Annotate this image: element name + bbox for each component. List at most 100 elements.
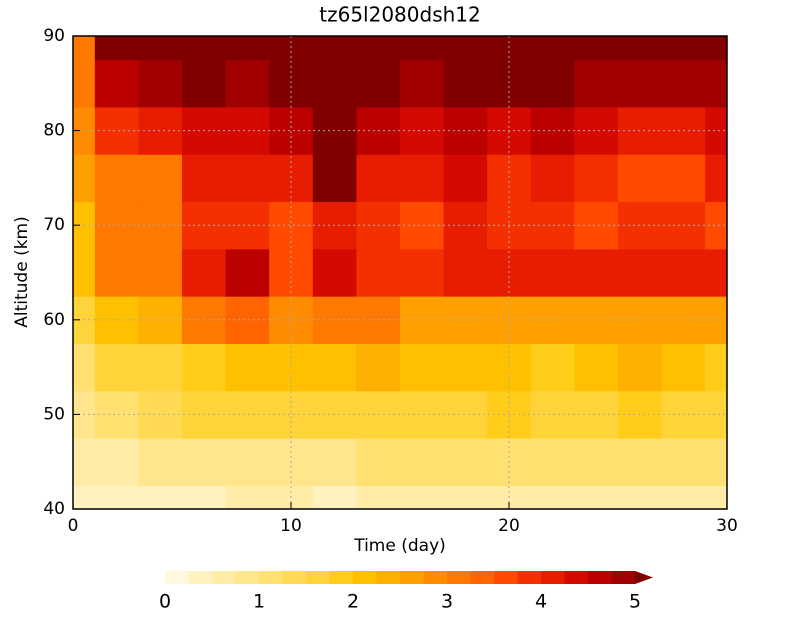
colorbar-extension — [635, 571, 653, 584]
heatmap-cell — [574, 296, 619, 344]
heatmap-cell — [225, 36, 270, 61]
heatmap-cell — [661, 248, 706, 297]
heatmap-cell — [400, 296, 445, 344]
heatmap-cell — [574, 154, 619, 203]
y-tick-label: 40 — [43, 499, 65, 519]
heatmap-cell — [530, 343, 575, 392]
heatmap-cell — [94, 36, 139, 61]
heatmap-cell — [400, 485, 445, 510]
heatmap-cell — [530, 154, 575, 203]
heatmap-cell — [138, 485, 183, 510]
heatmap-cell — [225, 201, 270, 250]
heatmap-cell — [138, 248, 183, 297]
heatmap-cell — [225, 390, 270, 439]
heatmap-cell — [618, 438, 663, 486]
heatmap-cell — [705, 485, 728, 510]
heatmap-cell — [400, 154, 445, 203]
heatmap-cell — [443, 390, 488, 439]
colorbar-box — [494, 571, 518, 584]
heatmap-cell — [400, 36, 445, 61]
heatmap-cell — [705, 438, 728, 486]
heatmap-cell — [225, 248, 270, 297]
heatmap-cell — [225, 106, 270, 155]
colorbar-tick-label: 5 — [629, 591, 641, 613]
heatmap-cell — [138, 106, 183, 155]
heatmap-cell — [138, 438, 183, 486]
heatmap-cell — [182, 59, 227, 108]
heatmap-cell — [73, 438, 96, 486]
heatmap-cell — [182, 154, 227, 203]
colorbar-tick-label: 0 — [159, 591, 171, 613]
heatmap-cell — [443, 438, 488, 486]
colorbar-box — [376, 571, 401, 584]
colorbar-box — [541, 571, 565, 584]
heatmap-cell — [73, 248, 96, 297]
heatmap-cell — [574, 36, 619, 61]
heatmap-cell — [705, 106, 728, 155]
heatmap-cell — [618, 59, 663, 108]
heatmap-cell — [94, 485, 139, 510]
heatmap-cell — [705, 248, 728, 297]
heatmap-cell — [312, 154, 357, 203]
heatmap-cell — [138, 296, 183, 344]
heatmap-cell — [400, 248, 445, 297]
heatmap-cell — [443, 36, 488, 61]
y-tick-label: 50 — [43, 404, 65, 424]
heatmap-cell — [618, 343, 663, 392]
x-tick-label: 20 — [498, 516, 520, 536]
heatmap-cell — [530, 59, 575, 108]
heatmap-cell — [356, 438, 401, 486]
colorbar-tick-label: 3 — [441, 591, 453, 613]
heatmap-cell — [661, 343, 706, 392]
colorbar-box — [212, 571, 236, 584]
chart-title: tz65l2080dsh12 — [319, 3, 480, 27]
heatmap-cell — [73, 36, 96, 61]
heatmap-cell — [574, 343, 619, 392]
x-tick-label: 10 — [280, 516, 302, 536]
heatmap-cell — [94, 390, 139, 439]
heatmap-cell — [574, 201, 619, 250]
heatmap-cell — [618, 154, 663, 203]
heatmap-cell — [356, 36, 401, 61]
heatmap-cell — [661, 154, 706, 203]
heatmap-cell — [705, 390, 728, 439]
heatmap-cell — [530, 485, 575, 510]
heatmap-cell — [312, 485, 357, 510]
heatmap-cell — [356, 59, 401, 108]
heatmap-cell — [225, 343, 270, 392]
colorbar-box — [259, 571, 283, 584]
heatmap-cell — [705, 296, 728, 344]
heatmap-cell — [443, 201, 488, 250]
colorbar-box — [470, 571, 495, 584]
colorbar-box — [235, 571, 260, 584]
heatmap-cell — [73, 154, 96, 203]
plot-frame — [72, 35, 728, 510]
y-axis-label: Altitude (km) — [12, 216, 32, 328]
heatmap-cell — [356, 154, 401, 203]
heatmap-cell — [443, 154, 488, 203]
heatmap-cell — [182, 248, 227, 297]
heatmap-cell — [661, 485, 706, 510]
colorbar-box — [329, 571, 354, 584]
heatmap-cell — [312, 248, 357, 297]
heatmap-cell — [225, 438, 270, 486]
colorbar-tick-label: 1 — [253, 591, 265, 613]
heatmap-cell — [574, 248, 619, 297]
heatmap-cell — [443, 59, 488, 108]
colorbar-box — [423, 571, 448, 584]
heatmap-cell — [356, 485, 401, 510]
heatmap-cell — [225, 485, 270, 510]
colorbar-box — [564, 571, 589, 584]
colorbar-box — [517, 571, 542, 584]
heatmap-cell — [94, 154, 139, 203]
colorbar-box — [353, 571, 377, 584]
heatmap-cell — [400, 390, 445, 439]
heatmap-cell — [225, 59, 270, 108]
heatmap-cell — [530, 36, 575, 61]
heatmap-cell — [443, 296, 488, 344]
heatmap-cell — [225, 296, 270, 344]
heatmap-cell — [73, 485, 96, 510]
colorbar-box — [165, 571, 189, 584]
heatmap-cell — [530, 438, 575, 486]
